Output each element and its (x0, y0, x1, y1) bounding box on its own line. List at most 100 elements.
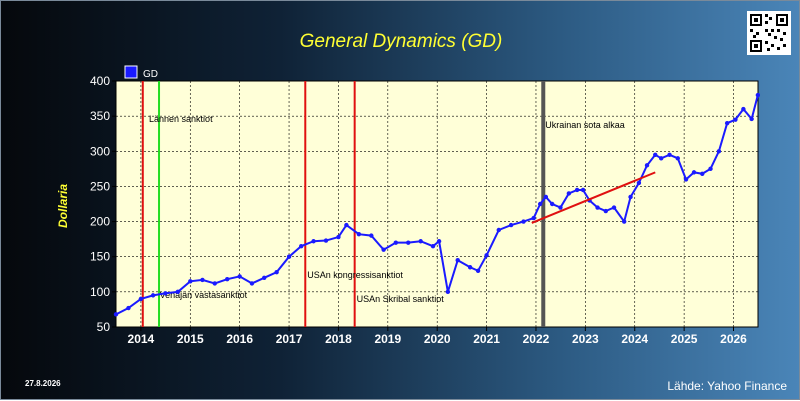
data-point (580, 187, 586, 193)
data-point (574, 187, 580, 193)
x-tick-label: 2025 (671, 332, 698, 346)
data-point (566, 191, 572, 196)
data-point (430, 243, 436, 249)
y-tick-label: 300 (90, 144, 110, 158)
data-point (163, 291, 168, 296)
data-point (603, 208, 608, 214)
data-point (741, 106, 746, 112)
data-point (658, 156, 664, 161)
data-point (508, 222, 514, 228)
legend-label-gd: GD (143, 69, 158, 80)
data-point (621, 219, 627, 224)
x-tick-label: 2018 (325, 332, 352, 346)
x-tick-label: 2021 (473, 332, 500, 346)
data-point (200, 277, 205, 283)
data-point (716, 149, 722, 154)
data-point (558, 205, 563, 210)
data-point (455, 258, 460, 263)
data-point (484, 253, 489, 258)
data-point (138, 296, 144, 302)
event-label: USAn Skribal sanktiot (357, 294, 445, 304)
data-point (336, 234, 341, 240)
data-point (274, 269, 279, 275)
x-tick-label: 2024 (621, 332, 648, 346)
data-point (636, 180, 642, 186)
data-point (755, 92, 761, 98)
data-point (653, 152, 658, 157)
y-tick-label: 350 (90, 109, 110, 123)
x-tick-label: 2026 (720, 332, 747, 346)
data-point (237, 274, 242, 279)
data-point (683, 177, 689, 182)
data-point (543, 194, 549, 200)
data-point (369, 233, 374, 238)
data-point (311, 239, 316, 244)
data-point (475, 268, 481, 273)
event-label: Venäjän vastasanktiot (160, 290, 248, 300)
data-point (436, 239, 442, 244)
data-point (496, 227, 501, 233)
event-label: USAn kongressisanktiot (307, 270, 403, 280)
legend-swatch-gd (124, 65, 138, 79)
data-point (126, 305, 131, 311)
data-point (595, 205, 600, 210)
data-point (286, 254, 292, 259)
data-point (708, 166, 713, 172)
data-point (299, 243, 304, 249)
data-point (249, 281, 255, 286)
data-point (445, 289, 451, 295)
data-point (700, 171, 705, 176)
data-point (521, 219, 526, 224)
x-tick-label: 2019 (374, 332, 401, 346)
y-tick-label: 50 (97, 320, 111, 334)
data-point (531, 215, 536, 221)
data-point (406, 240, 411, 245)
y-tick-label: 150 (90, 250, 110, 264)
data-point (537, 201, 543, 207)
event-label: Ukrainan sota alkaa (545, 120, 625, 130)
data-point (691, 170, 697, 175)
y-tick-label: 400 (90, 74, 110, 88)
data-point (724, 120, 730, 126)
data-point (175, 289, 181, 295)
event-label: Lännen sanktiot (149, 114, 213, 124)
data-point (467, 265, 473, 270)
x-tick-label: 2016 (226, 332, 253, 346)
data-point (733, 117, 738, 122)
data-point (418, 239, 423, 244)
y-tick-label: 200 (90, 215, 110, 229)
data-point (344, 222, 349, 228)
data-point (225, 277, 230, 282)
data-point (323, 238, 329, 243)
data-point (628, 194, 633, 200)
data-point (675, 156, 680, 161)
x-tick-label: 2015 (177, 332, 204, 346)
date-stamp: 27.8.2026 (25, 379, 61, 388)
source-label: Lähde: Yahoo Finance (667, 379, 787, 393)
data-point (667, 152, 672, 157)
data-point (611, 205, 617, 210)
data-point (188, 279, 193, 284)
data-point (262, 275, 267, 280)
data-point (150, 293, 156, 298)
y-tick-label: 250 (90, 179, 110, 193)
x-tick-label: 2023 (572, 332, 599, 346)
data-point (356, 232, 362, 237)
data-point (644, 163, 650, 168)
data-point (393, 240, 399, 245)
chart-title: General Dynamics (GD) (299, 31, 503, 52)
x-tick-label: 2017 (276, 332, 303, 346)
data-point (212, 281, 217, 286)
x-tick-label: 2020 (424, 332, 451, 346)
trend-line (531, 171, 656, 224)
data-point (381, 247, 386, 252)
x-tick-label: 2022 (523, 332, 550, 346)
data-point (113, 312, 119, 317)
y-tick-label: 100 (90, 285, 110, 299)
data-point (550, 201, 555, 207)
qr-code-icon (747, 11, 791, 55)
x-tick-label: 2014 (128, 332, 155, 346)
data-point (749, 116, 754, 122)
